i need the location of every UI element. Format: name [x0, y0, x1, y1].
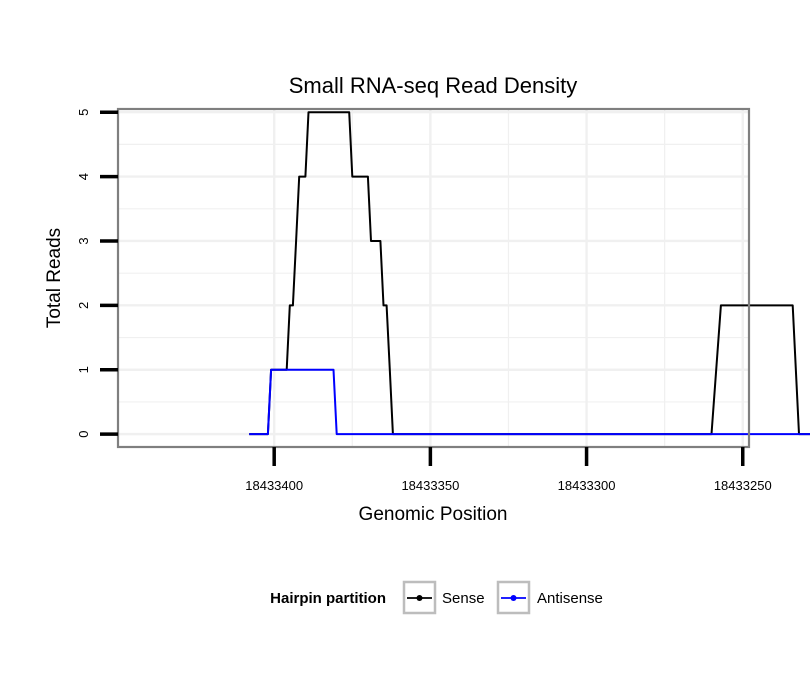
y-tick-label: 3 — [76, 237, 91, 244]
x-tick-label: 18433350 — [401, 478, 459, 493]
x-axis-title: Genomic Position — [359, 504, 508, 525]
series-lines — [249, 111, 810, 436]
legend-key-point — [416, 595, 423, 601]
y-tick-label: 4 — [76, 173, 91, 180]
legend-key-box — [496, 580, 531, 615]
y-tick-label: 5 — [76, 109, 91, 116]
grid — [118, 109, 749, 447]
legend-title: Hairpin partition — [270, 590, 386, 607]
x-tick-label: 18433400 — [245, 478, 303, 493]
chart-title: Small RNA-seq Read Density — [289, 73, 578, 98]
x-tick-label: 18433250 — [714, 478, 772, 493]
legend-key-box — [402, 580, 437, 615]
y-axis: 0 1 2 3 4 5 — [76, 109, 118, 438]
legend-label-antisense: Antisense — [537, 590, 603, 607]
y-axis-title: Total Reads — [44, 228, 65, 328]
y-tick-label: 0 — [76, 431, 91, 438]
legend-label-sense: Sense — [442, 590, 485, 607]
y-tick-label: 1 — [76, 366, 91, 373]
panel-border — [116, 107, 751, 449]
legend-item-antisense: Antisense — [496, 580, 603, 615]
legend: Hairpin partition Sense Antisense — [270, 580, 603, 615]
x-axis: 18433400 18433350 18433300 18433250 — [245, 447, 772, 493]
series-line-antisense — [249, 368, 810, 436]
legend-item-sense: Sense — [402, 580, 485, 615]
legend-key-point — [510, 595, 517, 601]
y-tick-label: 2 — [76, 302, 91, 309]
x-tick-label: 18433300 — [558, 478, 616, 493]
